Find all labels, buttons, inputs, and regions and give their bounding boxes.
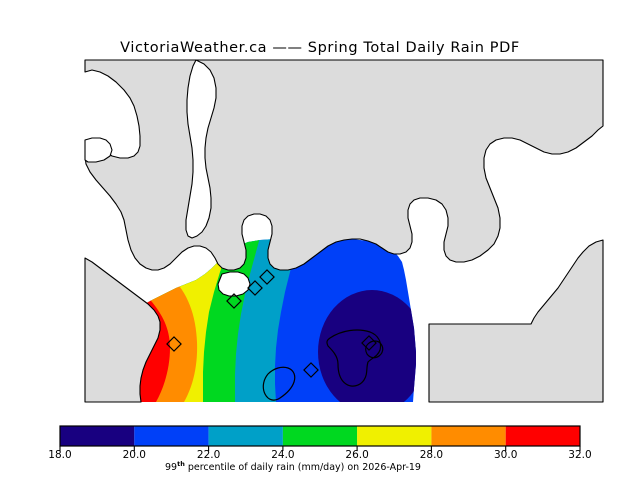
diamond-marker bbox=[361, 335, 377, 351]
colorbar-tick-label: 32.0 bbox=[568, 449, 591, 461]
colorbar-band-24-26 bbox=[282, 426, 358, 446]
station-markers bbox=[166, 269, 377, 378]
colorbar-band-18-20 bbox=[60, 426, 135, 446]
island-southeast-large bbox=[326, 329, 382, 387]
page-title: VictoriaWeather.ca —— Spring Total Daily… bbox=[120, 40, 520, 56]
colorbar-tick-label: 18.0 bbox=[48, 449, 71, 461]
diamond-marker bbox=[247, 280, 263, 296]
colorbar-band-20-22 bbox=[134, 426, 209, 446]
diamond-marker bbox=[303, 362, 319, 378]
colorbar-band-22-24 bbox=[208, 426, 283, 446]
colorbar-bands bbox=[59, 425, 581, 447]
colorbar-caption: 99th percentile of daily rain (mm/day) o… bbox=[165, 460, 421, 473]
colorbar-tick-labels: 18.0 20.0 22.0 24.0 26.0 28.0 30.0 32.0 bbox=[48, 449, 591, 461]
colorbar-tick-label: 28.0 bbox=[420, 449, 443, 461]
land-north bbox=[84, 59, 604, 271]
diamond-marker bbox=[259, 269, 275, 285]
land-layer bbox=[84, 59, 604, 403]
colorbar-band-26-28 bbox=[357, 426, 432, 446]
colorbar-tick-label: 24.0 bbox=[271, 449, 294, 461]
svg-text:99th percentile of daily rain: 99th percentile of daily rain (mm/day) o… bbox=[165, 460, 421, 473]
island-southeast-small bbox=[365, 340, 384, 359]
water-inlet-layer bbox=[84, 59, 251, 297]
diamond-marker bbox=[166, 336, 182, 352]
island-layer bbox=[262, 329, 384, 401]
colorbar-tick-label: 30.0 bbox=[494, 449, 517, 461]
colorbar-tick-label: 20.0 bbox=[123, 449, 146, 461]
colorbar-band-28-30 bbox=[431, 426, 506, 446]
colorbar-band-30-32 bbox=[505, 426, 580, 446]
colorbar-tick-label: 26.0 bbox=[345, 449, 368, 461]
colorbar-tick-label: 22.0 bbox=[197, 449, 220, 461]
colorbar-frame bbox=[59, 425, 581, 447]
caption-text: percentile of daily rain (mm/day) on 202… bbox=[185, 462, 421, 473]
inlet-northwest bbox=[84, 137, 113, 163]
caption-ordinal-suffix: th bbox=[177, 460, 185, 468]
land-east bbox=[428, 239, 604, 403]
diamond-marker bbox=[226, 293, 242, 309]
inlet-central-north bbox=[185, 59, 217, 239]
land-west-peninsula bbox=[84, 257, 161, 403]
inlet-harbour bbox=[217, 271, 251, 297]
colorbar-ticks bbox=[59, 446, 581, 451]
island-south-central bbox=[262, 366, 296, 401]
caption-percentile-number: 99 bbox=[165, 462, 177, 473]
